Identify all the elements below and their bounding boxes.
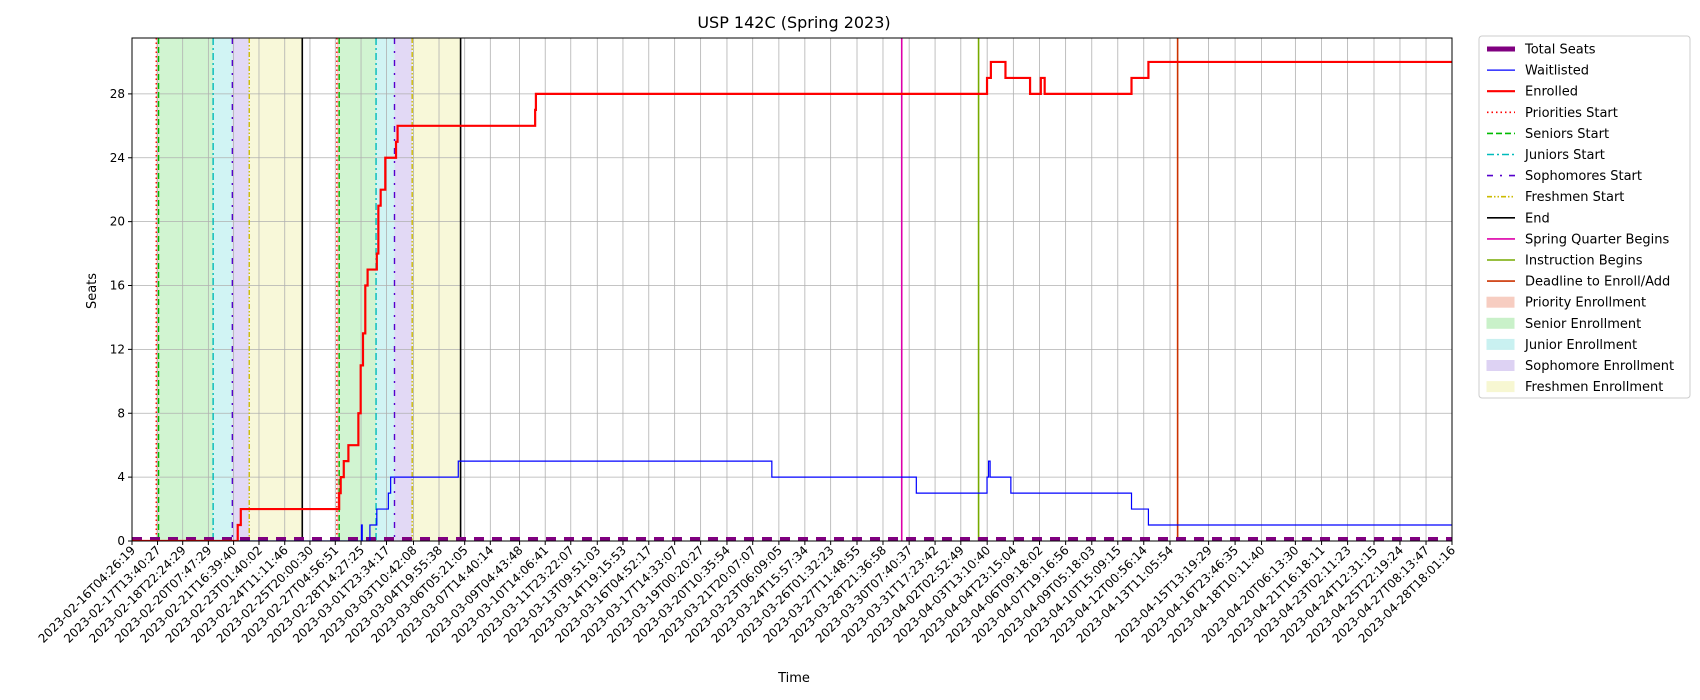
shade-0-1 bbox=[336, 38, 340, 541]
series-2 bbox=[132, 60, 1452, 541]
grid bbox=[131, 38, 1453, 542]
shade-1-1 bbox=[339, 38, 377, 541]
legend-label-6: Sophomores Start bbox=[1525, 169, 1642, 184]
chart-title: USP 142C (Spring 2023) bbox=[697, 13, 890, 32]
legend-label-14: Junior Enrollment bbox=[1524, 338, 1637, 353]
plot-frame bbox=[131, 37, 1453, 542]
series-1 bbox=[132, 460, 1452, 541]
legend-label-9: Spring Quarter Begins bbox=[1525, 232, 1669, 247]
y-tick-label-3: 12 bbox=[110, 342, 125, 356]
legend-label-7: Freshmen Start bbox=[1525, 190, 1624, 205]
legend-label-11: Deadline to Enroll/Add bbox=[1525, 275, 1670, 290]
y-tick-label-5: 20 bbox=[110, 215, 125, 229]
legend-label-13: Senior Enrollment bbox=[1525, 317, 1641, 332]
legend-label-4: Seniors Start bbox=[1525, 127, 1609, 142]
legend-label-2: Enrolled bbox=[1525, 85, 1578, 100]
legend-swatch-15 bbox=[1486, 360, 1515, 371]
x-axis: 2023-02-16T04:26:192023-02-17T13:40:2720… bbox=[36, 541, 1458, 646]
legend: Total Seats Waitlisted Enrolled Priorities … bbox=[1478, 35, 1691, 399]
shade-3-0 bbox=[232, 38, 250, 541]
legend-swatch-13 bbox=[1486, 317, 1515, 329]
legend-label-0: Total Seats bbox=[1524, 43, 1596, 58]
y-tick-label-2: 8 bbox=[117, 406, 125, 420]
legend-label-16: Freshmen Enrollment bbox=[1525, 380, 1663, 395]
legend-swatch-12 bbox=[1486, 296, 1515, 308]
x-axis-title: Time bbox=[777, 671, 810, 686]
y-tick-label-0: 0 bbox=[117, 534, 125, 548]
shade-2-0 bbox=[213, 38, 233, 541]
shaded-periods bbox=[156, 38, 461, 541]
legend-label-5: Juniors Start bbox=[1524, 148, 1605, 163]
y-tick-label-6: 24 bbox=[110, 151, 125, 165]
legend-box bbox=[1478, 35, 1691, 399]
legend-label-12: Priority Enrollment bbox=[1525, 296, 1646, 311]
y-tick-label-7: 28 bbox=[110, 87, 125, 101]
legend-label-8: End bbox=[1525, 211, 1550, 226]
vertical-markers bbox=[155, 38, 1179, 541]
legend-label-1: Waitlisted bbox=[1525, 64, 1589, 79]
legend-swatch-14 bbox=[1486, 338, 1515, 350]
y-axis: 0 4 8 12 16 20 24 28 bbox=[110, 87, 132, 548]
legend-label-3: Priorities Start bbox=[1525, 106, 1618, 121]
series bbox=[132, 60, 1452, 541]
shade-4-1 bbox=[412, 38, 461, 541]
y-tick-label-4: 16 bbox=[110, 279, 125, 293]
legend-swatch-16 bbox=[1486, 381, 1515, 393]
shade-2-1 bbox=[376, 38, 395, 541]
shade-3-1 bbox=[394, 38, 413, 541]
legend-label-10: Instruction Begins bbox=[1525, 254, 1643, 269]
shade-4-0 bbox=[249, 38, 303, 541]
shade-1-0 bbox=[158, 38, 214, 541]
legend-label-15: Sophomore Enrollment bbox=[1525, 359, 1674, 374]
y-axis-title: Seats bbox=[85, 273, 100, 309]
y-tick-label-1: 4 bbox=[117, 470, 125, 484]
